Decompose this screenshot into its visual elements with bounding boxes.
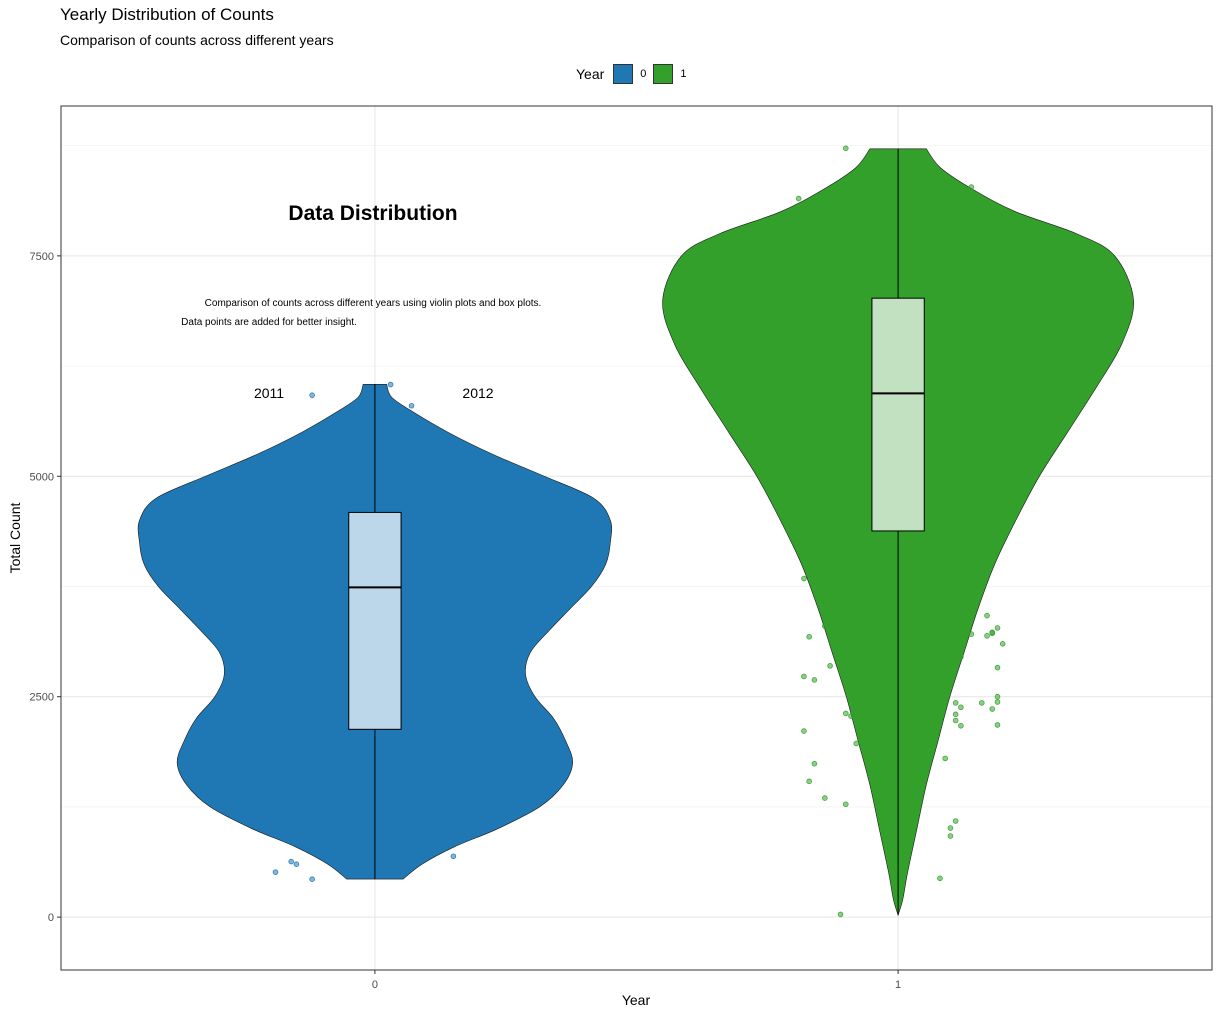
legend-key-1 bbox=[653, 64, 674, 84]
data-point-1 bbox=[842, 801, 849, 808]
data-point-1 bbox=[973, 596, 980, 602]
series-1 bbox=[662, 145, 1134, 918]
data-point-0 bbox=[440, 841, 446, 847]
data-point-1 bbox=[994, 693, 1001, 700]
data-point-1 bbox=[801, 575, 807, 582]
data-point-1 bbox=[837, 911, 844, 918]
data-point-1 bbox=[811, 203, 818, 210]
data-point-1 bbox=[795, 547, 802, 554]
plot-area bbox=[137, 145, 1134, 918]
annotation-heading: Data Distribution bbox=[288, 202, 457, 225]
box-0 bbox=[348, 511, 402, 730]
data-point-1 bbox=[958, 704, 964, 711]
data-point-1 bbox=[952, 700, 959, 706]
series-0 bbox=[137, 381, 613, 882]
data-point-1 bbox=[827, 663, 833, 669]
box-1 bbox=[871, 297, 925, 532]
data-point-1 bbox=[994, 699, 1001, 705]
data-point-1 bbox=[952, 818, 959, 824]
data-point-1 bbox=[806, 533, 812, 540]
data-point-1 bbox=[848, 713, 854, 719]
data-point-1 bbox=[994, 504, 1001, 510]
data-point-1 bbox=[795, 195, 802, 202]
data-point-1 bbox=[952, 711, 959, 718]
data-point-1 bbox=[999, 640, 1006, 647]
y-axis-label: Total Count bbox=[7, 502, 23, 573]
legend-title: Year bbox=[576, 66, 605, 82]
data-point-1 bbox=[842, 710, 849, 717]
x-axis-label: Year bbox=[622, 992, 651, 1008]
legend: Year 0 1 bbox=[576, 62, 694, 86]
data-point-1 bbox=[942, 755, 948, 762]
data-point-0 bbox=[309, 876, 315, 882]
data-point-1 bbox=[947, 825, 954, 831]
chart-title: Yearly Distribution of Counts bbox=[60, 5, 274, 24]
data-point-1 bbox=[989, 706, 996, 712]
data-point-1 bbox=[989, 526, 996, 532]
data-point-0 bbox=[288, 826, 295, 832]
data-point-1 bbox=[942, 179, 948, 185]
data-point-1 bbox=[822, 795, 828, 801]
data-point-1 bbox=[958, 654, 964, 660]
data-point-0 bbox=[288, 858, 295, 865]
data-point-1 bbox=[968, 631, 975, 637]
data-point-1 bbox=[978, 700, 985, 706]
data-point-1 bbox=[801, 515, 807, 522]
annotation-line-1: Comparison of counts across different ye… bbox=[205, 298, 542, 309]
axes: 0 2500 5000 7500 0 1 bbox=[30, 251, 902, 991]
data-point-1 bbox=[842, 145, 849, 152]
data-point-1 bbox=[994, 625, 1001, 631]
data-point-1 bbox=[989, 629, 996, 636]
y-tick-label: 2500 bbox=[30, 692, 54, 704]
data-point-1 bbox=[806, 633, 812, 640]
data-point-1 bbox=[811, 677, 818, 683]
panel-border bbox=[60, 105, 1213, 971]
legend-label-1: 1 bbox=[680, 68, 687, 80]
annotation-label-left: 2011 bbox=[254, 385, 284, 401]
data-point-1 bbox=[958, 722, 964, 729]
x-tick-label: 1 bbox=[895, 979, 901, 991]
y-tick-label: 7500 bbox=[30, 251, 54, 263]
data-point-0 bbox=[450, 853, 457, 860]
data-point-1 bbox=[806, 778, 812, 785]
data-point-1 bbox=[968, 184, 975, 190]
annotation-label-right: 2012 bbox=[462, 385, 493, 401]
data-point-1 bbox=[994, 722, 1001, 728]
data-point-1 bbox=[801, 673, 807, 680]
data-point-0 bbox=[408, 402, 415, 409]
legend-key-0 bbox=[613, 64, 634, 84]
data-point-1 bbox=[811, 760, 818, 767]
data-point-1 bbox=[994, 529, 1001, 536]
data-point-1 bbox=[853, 740, 860, 747]
data-point-0 bbox=[272, 869, 279, 875]
data-point-0 bbox=[309, 392, 315, 398]
x-tick-label: 0 bbox=[372, 979, 378, 991]
data-point-1 bbox=[937, 875, 943, 882]
y-tick-label: 5000 bbox=[30, 471, 54, 483]
data-point-0 bbox=[387, 381, 394, 388]
data-point-1 bbox=[984, 612, 990, 619]
y-tick-label: 0 bbox=[48, 912, 54, 924]
data-point-1 bbox=[811, 581, 818, 587]
chart-subtitle: Comparison of counts across different ye… bbox=[60, 32, 334, 48]
legend-label-0: 0 bbox=[640, 68, 647, 80]
data-point-1 bbox=[952, 717, 959, 724]
data-point-1 bbox=[994, 664, 1001, 671]
data-point-1 bbox=[984, 633, 990, 639]
data-point-1 bbox=[801, 728, 807, 734]
data-point-1 bbox=[822, 623, 828, 629]
data-point-1 bbox=[947, 833, 954, 839]
annotation-line-2: Data points are added for better insight… bbox=[181, 317, 357, 328]
data-point-0 bbox=[293, 861, 300, 868]
